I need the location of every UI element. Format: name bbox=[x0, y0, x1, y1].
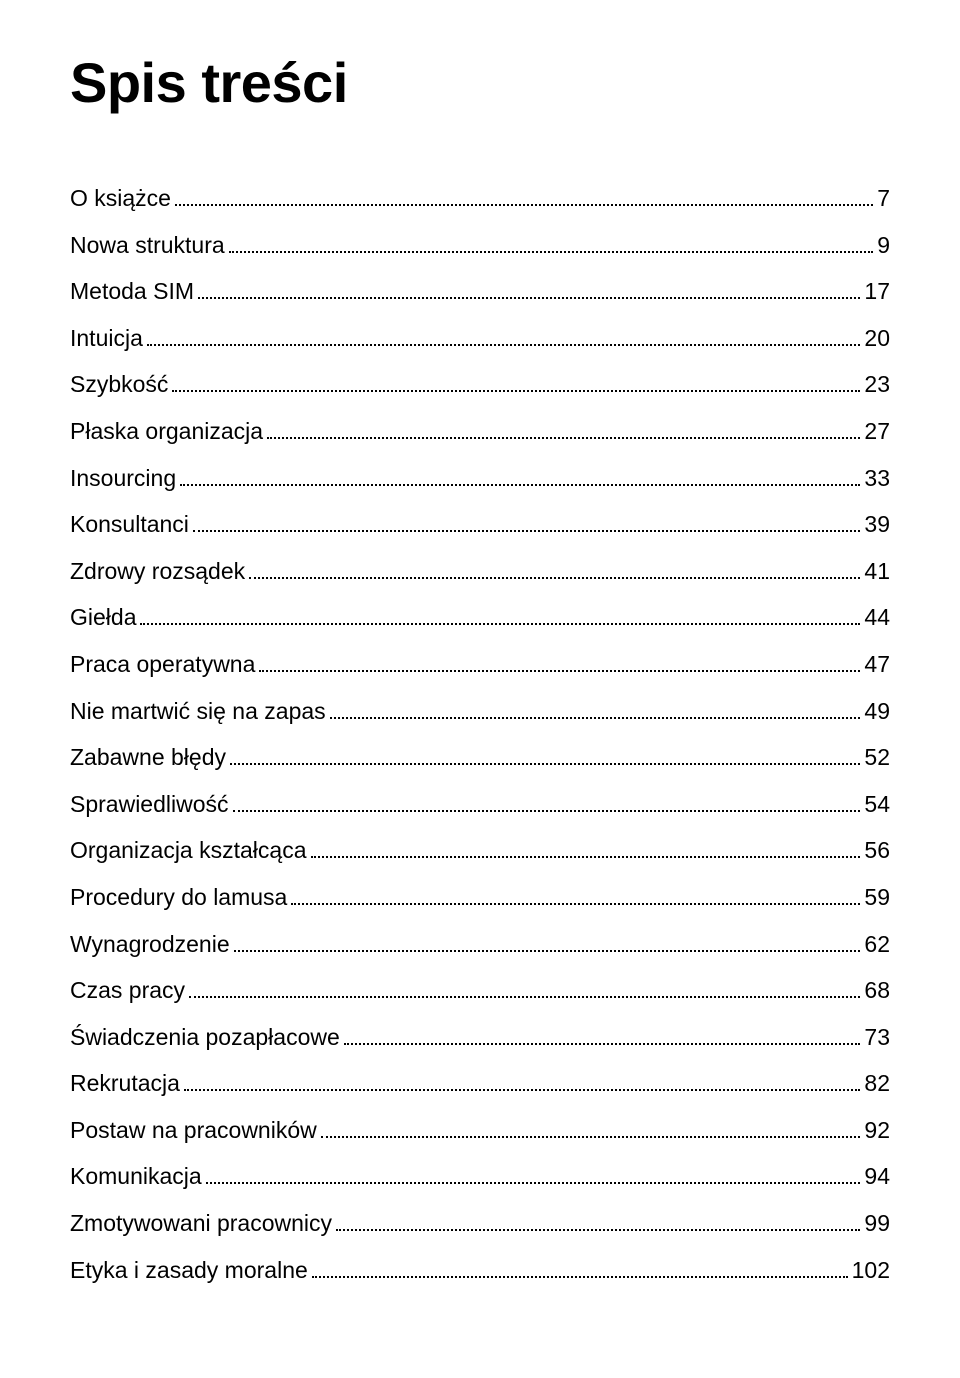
toc-row: O książce 7 bbox=[70, 185, 890, 213]
page-title: Spis treści bbox=[70, 50, 890, 115]
toc-page-number: 41 bbox=[864, 558, 890, 586]
toc-page-number: 17 bbox=[864, 278, 890, 306]
toc-leader-dots bbox=[193, 530, 860, 532]
toc-leader-dots bbox=[267, 437, 860, 439]
toc-row: Komunikacja 94 bbox=[70, 1163, 890, 1191]
toc-label: Konsultanci bbox=[70, 511, 189, 539]
toc-label: Komunikacja bbox=[70, 1163, 202, 1191]
toc-leader-dots bbox=[312, 1276, 848, 1278]
toc-page-number: 94 bbox=[864, 1163, 890, 1191]
toc-label: Wynagrodzenie bbox=[70, 931, 230, 959]
toc-leader-dots bbox=[259, 670, 860, 672]
toc-page-number: 7 bbox=[877, 185, 890, 213]
toc-label: Czas pracy bbox=[70, 977, 185, 1005]
toc-leader-dots bbox=[198, 297, 860, 299]
toc-page-number: 99 bbox=[864, 1210, 890, 1238]
toc-row: Płaska organizacja 27 bbox=[70, 418, 890, 446]
toc-leader-dots bbox=[234, 950, 861, 952]
toc-label: Insourcing bbox=[70, 465, 176, 493]
toc-leader-dots bbox=[230, 763, 860, 765]
toc-row: Nowa struktura 9 bbox=[70, 232, 890, 260]
toc-row: Sprawiedliwość 54 bbox=[70, 791, 890, 819]
toc-page-number: 82 bbox=[864, 1070, 890, 1098]
toc-row: Etyka i zasady moralne 102 bbox=[70, 1257, 890, 1285]
toc-page-number: 47 bbox=[864, 651, 890, 679]
toc-row: Organizacja kształcąca 56 bbox=[70, 837, 890, 865]
toc-row: Nie martwić się na zapas 49 bbox=[70, 698, 890, 726]
toc-page-number: 44 bbox=[864, 604, 890, 632]
toc-label: Nie martwić się na zapas bbox=[70, 698, 326, 726]
toc-label: Metoda SIM bbox=[70, 278, 194, 306]
toc-row: Postaw na pracowników 92 bbox=[70, 1117, 890, 1145]
toc-leader-dots bbox=[172, 390, 860, 392]
toc-page-number: 49 bbox=[864, 698, 890, 726]
toc-label: Świadczenia pozapłacowe bbox=[70, 1024, 340, 1052]
toc-leader-dots bbox=[147, 344, 861, 346]
toc-leader-dots bbox=[229, 251, 874, 253]
toc-leader-dots bbox=[291, 903, 860, 905]
toc-page-number: 9 bbox=[877, 232, 890, 260]
toc-label: Giełda bbox=[70, 604, 136, 632]
toc-row: Świadczenia pozapłacowe 73 bbox=[70, 1024, 890, 1052]
toc-row: Giełda 44 bbox=[70, 604, 890, 632]
toc-leader-dots bbox=[233, 810, 861, 812]
toc-row: Wynagrodzenie 62 bbox=[70, 931, 890, 959]
toc-row: Intuicja 20 bbox=[70, 325, 890, 353]
toc-page-number: 39 bbox=[864, 511, 890, 539]
toc-leader-dots bbox=[311, 856, 861, 858]
toc-label: Zmotywowani pracownicy bbox=[70, 1210, 332, 1238]
toc-page-number: 68 bbox=[864, 977, 890, 1005]
toc-row: Czas pracy 68 bbox=[70, 977, 890, 1005]
toc-row: Procedury do lamusa 59 bbox=[70, 884, 890, 912]
toc-page-number: 92 bbox=[864, 1117, 890, 1145]
toc-leader-dots bbox=[206, 1182, 861, 1184]
toc-label: Szybkość bbox=[70, 371, 168, 399]
toc-row: Rekrutacja 82 bbox=[70, 1070, 890, 1098]
toc-leader-dots bbox=[321, 1136, 861, 1138]
toc-page-number: 62 bbox=[864, 931, 890, 959]
toc-row: Zabawne błędy 52 bbox=[70, 744, 890, 772]
toc-label: Zabawne błędy bbox=[70, 744, 226, 772]
toc-row: Konsultanci 39 bbox=[70, 511, 890, 539]
toc-label: Organizacja kształcąca bbox=[70, 837, 307, 865]
toc-label: O książce bbox=[70, 185, 171, 213]
toc-label: Zdrowy rozsądek bbox=[70, 558, 245, 586]
toc-leader-dots bbox=[336, 1229, 860, 1231]
toc-page-number: 27 bbox=[864, 418, 890, 446]
toc-label: Sprawiedliwość bbox=[70, 791, 229, 819]
toc-row: Metoda SIM 17 bbox=[70, 278, 890, 306]
toc-leader-dots bbox=[175, 204, 873, 206]
toc-leader-dots bbox=[184, 1089, 860, 1091]
toc-page-number: 23 bbox=[864, 371, 890, 399]
toc-label: Postaw na pracowników bbox=[70, 1117, 317, 1145]
toc-label: Praca operatywna bbox=[70, 651, 255, 679]
toc-label: Rekrutacja bbox=[70, 1070, 180, 1098]
toc-leader-dots bbox=[140, 623, 860, 625]
toc-page-number: 73 bbox=[864, 1024, 890, 1052]
toc-leader-dots bbox=[249, 577, 860, 579]
toc-row: Szybkość 23 bbox=[70, 371, 890, 399]
toc-label: Nowa struktura bbox=[70, 232, 225, 260]
toc-row: Insourcing 33 bbox=[70, 465, 890, 493]
toc-page-number: 102 bbox=[852, 1257, 890, 1285]
toc-label: Procedury do lamusa bbox=[70, 884, 287, 912]
table-of-contents: O książce 7 Nowa struktura 9 Metoda SIM 17 Int… bbox=[70, 185, 890, 1284]
toc-row: Zdrowy rozsądek 41 bbox=[70, 558, 890, 586]
toc-leader-dots bbox=[330, 717, 861, 719]
toc-leader-dots bbox=[180, 484, 860, 486]
toc-row: Praca operatywna 47 bbox=[70, 651, 890, 679]
toc-page-number: 52 bbox=[864, 744, 890, 772]
toc-page-number: 20 bbox=[864, 325, 890, 353]
toc-page-number: 33 bbox=[864, 465, 890, 493]
toc-label: Etyka i zasady moralne bbox=[70, 1257, 308, 1285]
toc-page-number: 54 bbox=[864, 791, 890, 819]
toc-label: Intuicja bbox=[70, 325, 143, 353]
toc-label: Płaska organizacja bbox=[70, 418, 263, 446]
toc-page-number: 56 bbox=[864, 837, 890, 865]
toc-leader-dots bbox=[344, 1043, 861, 1045]
toc-page-number: 59 bbox=[864, 884, 890, 912]
toc-row: Zmotywowani pracownicy 99 bbox=[70, 1210, 890, 1238]
toc-leader-dots bbox=[189, 996, 860, 998]
